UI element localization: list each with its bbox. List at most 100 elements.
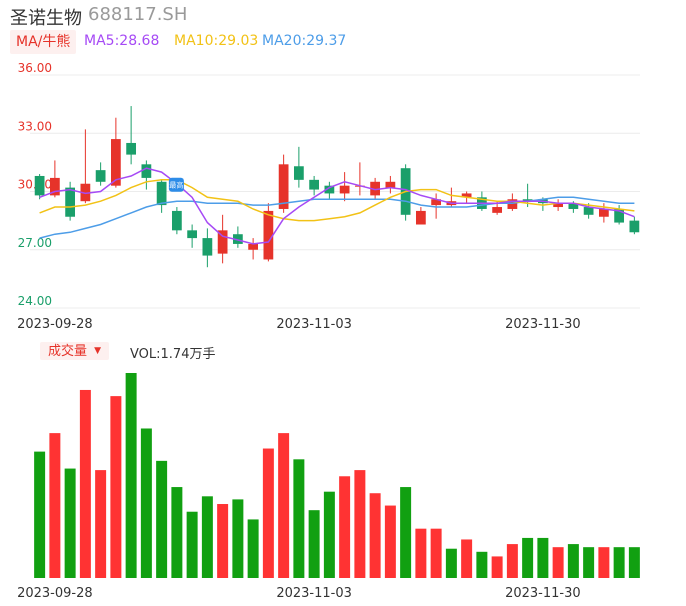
volume-bar	[583, 547, 595, 578]
ma-toggle-button[interactable]: MA/牛熊	[10, 30, 77, 54]
candle-body	[187, 230, 198, 239]
volume-bar	[140, 428, 152, 578]
high-marker-text: 最高	[169, 181, 183, 190]
price-x-axis-label: 2023-11-03	[276, 317, 352, 332]
volume-bar	[430, 528, 442, 578]
candle-body	[492, 207, 503, 213]
candle-body	[598, 208, 609, 217]
volume-bar	[262, 448, 274, 578]
candle-body	[461, 193, 472, 198]
volume-bar	[171, 487, 183, 578]
caret-down-icon: ▼	[94, 346, 102, 356]
candle-body	[34, 175, 45, 196]
stock-code: 688117.SH	[88, 4, 188, 25]
candle-body	[80, 183, 91, 202]
candle-body	[65, 187, 76, 217]
volume-bar	[339, 476, 351, 578]
candle-body	[553, 203, 564, 208]
volume-bar	[201, 496, 213, 578]
volume-bar	[125, 373, 137, 578]
price-axis-label: 24.00	[18, 294, 52, 308]
candle-body	[110, 139, 121, 186]
candle-body	[263, 210, 274, 260]
volume-bar	[247, 519, 259, 578]
volume-bar	[217, 504, 229, 578]
volume-bar	[278, 433, 290, 578]
price-axis-label: 36.00	[18, 61, 52, 75]
price-x-axis-label: 2023-09-28	[17, 317, 93, 332]
candle-body	[309, 179, 320, 190]
volume-bar	[461, 539, 473, 578]
candle-body	[324, 185, 335, 194]
volume-bar	[34, 451, 46, 578]
ma10-legend: MA10:29.03	[174, 33, 259, 49]
candle-body	[522, 199, 533, 202]
candle-body	[507, 199, 518, 209]
volume-toggle-label: 成交量	[48, 344, 88, 359]
price-axis-label: 27.00	[18, 236, 52, 250]
volume-bar	[95, 470, 107, 578]
ma5-legend: MA5:28.68	[84, 33, 160, 49]
volume-bar	[156, 460, 168, 578]
candle-body	[431, 199, 442, 206]
candle-body	[49, 177, 60, 196]
volume-x-axis-label: 2023-11-03	[276, 586, 352, 601]
volume-bar	[49, 433, 61, 578]
volume-bar	[445, 548, 457, 578]
volume-bar	[384, 505, 396, 578]
volume-bar	[232, 499, 244, 578]
candle-body	[95, 170, 106, 182]
volume-bar	[476, 551, 488, 578]
candle-body	[171, 210, 182, 231]
candle-body	[339, 185, 350, 194]
volume-bar	[354, 470, 366, 578]
candle-body	[217, 230, 228, 254]
volume-bar	[186, 511, 198, 578]
volume-bar	[491, 556, 503, 578]
candle-body	[370, 181, 381, 196]
candle-body	[278, 164, 289, 209]
volume-x-axis-label: 2023-11-30	[505, 586, 581, 601]
volume-x-axis-label: 2023-09-28	[17, 586, 93, 601]
candle-body	[232, 234, 243, 244]
volume-bar	[567, 544, 579, 578]
candle-body	[385, 181, 396, 188]
volume-value-label: VOL:1.74万手	[130, 347, 216, 362]
volume-toggle-button[interactable]: 成交量 ▼	[40, 342, 110, 360]
candle-body	[141, 164, 152, 178]
candle-body	[126, 142, 137, 155]
stock-title: 圣诺生物	[10, 8, 82, 29]
price-x-axis-label: 2023-11-30	[505, 317, 581, 332]
volume-bar	[400, 487, 412, 578]
ma10-line	[39, 179, 635, 222]
volume-bar	[522, 537, 534, 578]
volume-bar	[415, 528, 427, 578]
volume-bar	[323, 491, 335, 578]
price-axis-label: 33.00	[18, 119, 52, 133]
volume-bar	[369, 493, 381, 578]
volume-bar	[552, 547, 564, 578]
volume-bar	[110, 396, 122, 578]
ma20-line	[39, 196, 635, 239]
candle-body	[248, 243, 259, 250]
candle-body	[156, 181, 167, 206]
volume-bar	[506, 544, 518, 578]
candle-body	[415, 210, 426, 225]
volume-bar	[537, 537, 549, 578]
ma5-line	[39, 167, 635, 245]
volume-bar	[628, 547, 640, 578]
candle-body	[293, 166, 304, 180]
volume-bar	[79, 389, 91, 578]
volume-bar	[598, 547, 610, 578]
candle-body	[568, 203, 579, 209]
volume-bar	[64, 468, 76, 578]
volume-bar	[613, 547, 625, 578]
volume-bar	[308, 510, 320, 578]
candle-body	[583, 207, 594, 215]
high-marker-badge	[168, 177, 184, 192]
candle-body	[202, 238, 213, 256]
candle-body	[614, 208, 625, 223]
candle-body	[629, 220, 640, 233]
ma20-legend: MA20:29.37	[262, 33, 347, 49]
